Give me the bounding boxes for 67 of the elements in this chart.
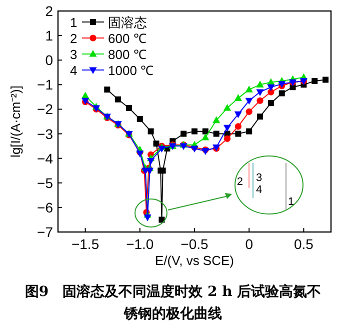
point xyxy=(148,128,154,134)
point xyxy=(104,86,110,93)
point xyxy=(234,123,242,130)
point xyxy=(246,128,252,134)
annotation: 3 xyxy=(256,172,262,184)
y-tick-label: −2 xyxy=(37,101,54,118)
point xyxy=(136,116,143,122)
annotation: 1 xyxy=(288,196,294,208)
y-axis-title: lg[I/(A·cm⁻²)] xyxy=(8,86,23,158)
legend-label: 1000 ℃ xyxy=(108,63,154,78)
point xyxy=(144,214,152,222)
point xyxy=(146,168,154,175)
point xyxy=(224,135,231,142)
y-tick-label: 0 xyxy=(45,52,54,68)
annotation: 3 xyxy=(70,47,78,62)
point xyxy=(153,140,160,147)
annotation: 4 xyxy=(256,184,262,196)
text: 图9 固溶态及不同温度时效 2 h 后试验高氮不锈钢的极化曲线 xyxy=(24,282,322,324)
point xyxy=(223,104,232,111)
point xyxy=(158,216,165,223)
annotation: 1 xyxy=(70,15,78,30)
y-tick-label: −7 xyxy=(37,224,54,240)
x-tick-label: −1.5 xyxy=(71,236,100,252)
point xyxy=(256,97,264,104)
point xyxy=(245,98,253,105)
x-axis-title: E/(V, vs SCE) xyxy=(155,253,234,268)
point xyxy=(256,80,264,88)
point xyxy=(212,116,220,124)
point xyxy=(235,130,242,137)
point xyxy=(278,90,285,96)
y-tick-label: −3 xyxy=(37,126,54,142)
point xyxy=(158,146,166,153)
point xyxy=(267,84,275,92)
legend-label: 固溶态 xyxy=(108,15,147,30)
point xyxy=(115,96,122,102)
y-tick-label: −6 xyxy=(37,199,54,216)
legend-label: 800 ℃ xyxy=(108,47,146,62)
y-tick-label: −5 xyxy=(37,174,54,191)
point xyxy=(246,108,252,115)
y-tick-label: −4 xyxy=(37,150,54,166)
point xyxy=(147,158,155,165)
point xyxy=(322,76,329,83)
y-tick-label: 2 xyxy=(45,3,54,19)
annotation: 4 xyxy=(70,63,78,78)
point xyxy=(234,94,242,101)
point xyxy=(202,133,210,140)
y-tick-label: −1 xyxy=(37,76,54,93)
point xyxy=(180,130,187,137)
point xyxy=(245,86,253,92)
legend-label: 600 ℃ xyxy=(108,31,146,46)
point xyxy=(312,78,318,84)
x-tick-label: 0 xyxy=(245,236,254,252)
point xyxy=(268,100,274,106)
point xyxy=(256,89,264,96)
point xyxy=(223,124,232,132)
annotation: 2 xyxy=(236,176,243,188)
x-tick-label: −1.0 xyxy=(126,236,154,252)
point xyxy=(234,111,242,118)
x-tick-label: 0.5 xyxy=(294,236,314,252)
point xyxy=(202,128,208,134)
point xyxy=(213,130,220,137)
point xyxy=(126,104,132,111)
point xyxy=(192,128,198,134)
y-tick-label: 1 xyxy=(45,28,54,44)
x-tick-label: −0.5 xyxy=(180,236,209,252)
point xyxy=(257,114,264,120)
annotation: 2 xyxy=(70,31,78,46)
